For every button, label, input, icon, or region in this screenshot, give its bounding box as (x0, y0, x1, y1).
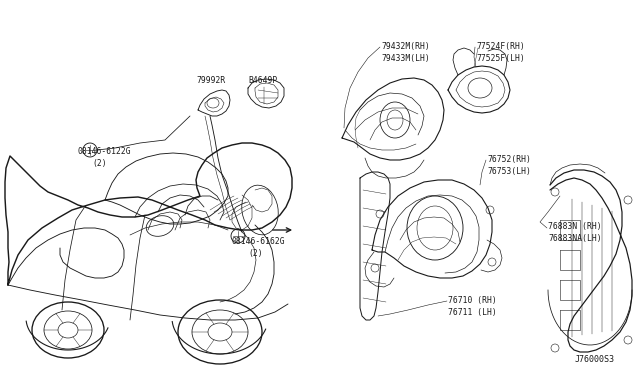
Text: 77524F(RH): 77524F(RH) (476, 42, 525, 51)
Text: 77525F(LH): 77525F(LH) (476, 54, 525, 63)
Text: 08146-6162G: 08146-6162G (232, 237, 285, 246)
Text: 76710 (RH): 76710 (RH) (448, 296, 497, 305)
Text: 76752(RH): 76752(RH) (487, 155, 531, 164)
Text: J76000S3: J76000S3 (575, 355, 615, 364)
Text: (2): (2) (92, 159, 107, 168)
Text: 76883NA(LH): 76883NA(LH) (548, 234, 602, 243)
Text: B4649P: B4649P (248, 76, 277, 85)
Text: 76883N (RH): 76883N (RH) (548, 222, 602, 231)
Text: 79992R: 79992R (196, 76, 225, 85)
Text: 76753(LH): 76753(LH) (487, 167, 531, 176)
Text: 76711 (LH): 76711 (LH) (448, 308, 497, 317)
Text: (2): (2) (248, 249, 262, 258)
Text: 79432M(RH): 79432M(RH) (381, 42, 429, 51)
Text: 08146-6122G: 08146-6122G (78, 147, 132, 156)
Text: 79433M(LH): 79433M(LH) (381, 54, 429, 63)
